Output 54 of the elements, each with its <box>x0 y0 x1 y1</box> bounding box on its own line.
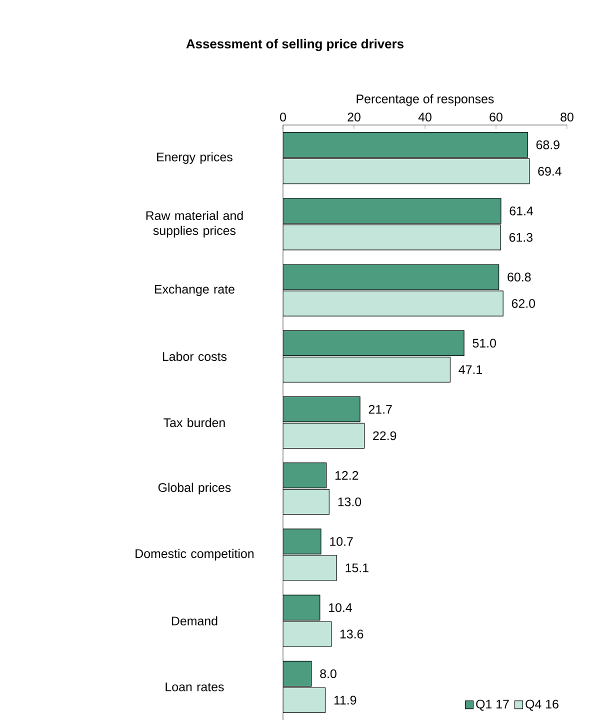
bar <box>283 528 322 554</box>
bar <box>283 132 528 158</box>
y-tick-label: Exchange rate <box>154 284 234 296</box>
data-label: 61.4 <box>510 206 534 216</box>
data-label: 62.0 <box>512 299 536 308</box>
data-label: 8.0 <box>320 669 336 678</box>
bar <box>283 290 504 316</box>
x-tick-label: 0 <box>280 112 286 122</box>
x-tick-label: 80 <box>560 112 574 122</box>
data-label: 12.2 <box>335 471 358 480</box>
data-label: 60.8 <box>508 272 531 282</box>
y-tick-label: Domestic competition <box>136 548 254 561</box>
data-label: 10.7 <box>330 537 353 546</box>
legend-label: Q1 17 <box>476 700 509 711</box>
bar <box>283 621 332 647</box>
data-label: 13.0 <box>338 497 362 506</box>
bar <box>283 687 326 714</box>
bar <box>283 594 320 620</box>
data-label: 11.9 <box>334 696 356 705</box>
x-tick-label: 20 <box>348 112 360 122</box>
bar <box>283 264 500 290</box>
bar <box>283 158 530 184</box>
data-label: 61.3 <box>509 232 532 242</box>
y-tick-label: Tax burden <box>164 418 225 428</box>
data-label: 10.4 <box>329 603 352 612</box>
x-tick-label: 40 <box>418 112 432 122</box>
data-label: 13.6 <box>340 630 364 638</box>
data-label: 69.4 <box>538 166 562 176</box>
data-label: 15.1 <box>346 564 368 572</box>
bar <box>283 555 337 581</box>
y-tick-label: Demand <box>172 616 218 626</box>
legend-label: Q4 16 <box>526 700 558 711</box>
bar <box>283 224 501 250</box>
data-label: 22.9 <box>373 431 396 440</box>
chart-title: Assessment of selling price drivers <box>186 38 404 52</box>
x-axis-title: Percentage of responses <box>356 94 494 106</box>
bar <box>283 462 327 488</box>
bar <box>283 356 451 382</box>
bar <box>283 488 330 515</box>
bar <box>283 330 464 356</box>
data-label: 68.9 <box>536 140 560 150</box>
x-tick-label: 60 <box>490 112 502 122</box>
data-label: 47.1 <box>458 365 482 374</box>
bar <box>283 198 502 224</box>
y-tick-label: Labor costs <box>162 352 227 361</box>
y-tick-label: Energy prices <box>157 152 232 164</box>
data-label: 51.0 <box>472 338 496 348</box>
bar <box>283 396 360 422</box>
bar <box>283 660 312 687</box>
bar <box>283 422 365 449</box>
y-tick-label: Raw material and supplies prices <box>146 210 243 238</box>
y-tick-label: Loan rates <box>166 682 224 692</box>
y-tick-label: Global prices <box>158 482 231 494</box>
data-label: 21.7 <box>368 404 392 414</box>
